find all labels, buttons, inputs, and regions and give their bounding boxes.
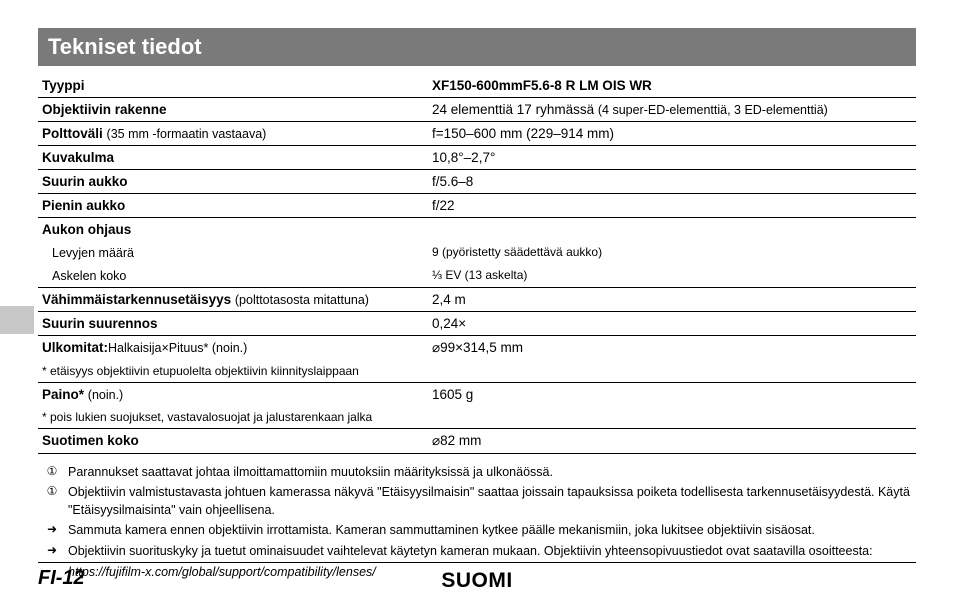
cell-value: 2,4 m — [428, 288, 916, 312]
page-footer: FI-12 SUOMI — [38, 562, 916, 590]
cell-value: 9 (pyöristetty säädettävä aukko) — [428, 241, 916, 264]
row-filter: Suotimen koko ⌀82 mm — [38, 429, 916, 454]
row-maxmag: Suurin suurennos 0,24× — [38, 312, 916, 336]
row-step: Askelen koko ⅓ EV (13 askelta) — [38, 264, 916, 288]
row-weight: Paino* (noin.) 1605 g — [38, 383, 916, 407]
cell-value: ⅓ EV (13 askelta) — [428, 264, 916, 288]
cell-value: 0,24× — [428, 312, 916, 336]
row-apcontrol: Aukon ohjaus — [38, 218, 916, 242]
cell-value: ⌀99×314,5 mm — [428, 336, 916, 361]
cell-value: f=150–600 mm (229–914 mm) — [428, 122, 916, 146]
note-item: ➜ Objektiivin suorituskyky ja tuetut omin… — [38, 541, 916, 561]
cell-label: Aukon ohjaus — [38, 218, 428, 242]
row-minap: Pienin aukko f/22 — [38, 194, 916, 218]
note-text: Parannukset saattavat johtaa ilmoittamat… — [68, 463, 916, 481]
note-item: ① Parannukset saattavat johtaa ilmoittama… — [38, 462, 916, 482]
cell-label: Askelen koko — [42, 269, 126, 283]
note-text: Objektiivin valmistustavasta johtuen kam… — [68, 483, 916, 519]
row-dims: Ulkomitat:Halkaisija×Pituus* (noin.) ⌀99… — [38, 336, 916, 361]
note-text: Objektiivin suorituskyky ja tuetut omina… — [68, 542, 916, 560]
cell-value: f/5.6–8 — [428, 170, 916, 194]
cell-value: 24 elementtiä 17 ryhmässä (4 super-ED-el… — [428, 98, 916, 122]
info-icon: ① — [44, 463, 60, 481]
section-title: Tekniset tiedot — [38, 28, 916, 66]
info-icon: ① — [44, 483, 60, 519]
cell-label: Tyyppi — [38, 74, 428, 98]
caution-icon: ➜ — [44, 521, 60, 539]
cell-label: Paino* (noin.) — [38, 383, 428, 407]
cell-label: Kuvakulma — [38, 146, 428, 170]
cell-label: Levyjen määrä — [42, 246, 134, 260]
cell-label: Objektiivin rakenne — [38, 98, 428, 122]
cell-label: Pienin aukko — [38, 194, 428, 218]
row-construction: Objektiivin rakenne 24 elementtiä 17 ryh… — [38, 98, 916, 122]
note-item: ①Objektiivin valmistustavasta johtuen ka… — [38, 482, 916, 520]
cell-label: Suurin aukko — [38, 170, 428, 194]
cell-label: Suurin suurennos — [38, 312, 428, 336]
cell-label: Polttoväli (35 mm -formaatin vastaava) — [38, 122, 428, 146]
caution-icon: ➜ — [44, 542, 60, 560]
cell-value: XF150-600mmF5.6-8 R LM OIS WR — [428, 74, 916, 98]
spec-table: Tyyppi XF150-600mmF5.6-8 R LM OIS WR Obj… — [38, 74, 916, 454]
row-maxap: Suurin aukko f/5.6–8 — [38, 170, 916, 194]
note-text: Sammuta kamera ennen objektiivin irrotta… — [68, 521, 916, 539]
cell-value: 10,8°–2,7° — [428, 146, 916, 170]
row-focal: Polttoväli (35 mm -formaatin vastaava) f… — [38, 122, 916, 146]
cell-note: * etäisyys objektiivin etupuolelta objek… — [38, 360, 428, 383]
side-tab — [0, 306, 34, 334]
page: Tekniset tiedot Tyyppi XF150-600mmF5.6-8… — [0, 0, 954, 604]
cell-note: * pois lukien suojukset, vastavalosuojat… — [38, 406, 428, 429]
cell-value — [428, 218, 916, 242]
row-blades: Levyjen määrä 9 (pyöristetty säädettävä … — [38, 241, 916, 264]
row-weight-note: * pois lukien suojukset, vastavalosuojat… — [38, 406, 916, 429]
cell-value: f/22 — [428, 194, 916, 218]
cell-label: Vähimmäistarkennusetäisyys (polttotasost… — [38, 288, 428, 312]
cell-label: Ulkomitat:Halkaisija×Pituus* (noin.) — [38, 336, 428, 361]
row-angle: Kuvakulma 10,8°–2,7° — [38, 146, 916, 170]
cell-value: ⌀82 mm — [428, 429, 916, 454]
row-minfocus: Vähimmäistarkennusetäisyys (polttotasost… — [38, 288, 916, 312]
language-label: SUOMI — [38, 569, 916, 593]
cell-label: Suotimen koko — [38, 429, 428, 454]
row-type: Tyyppi XF150-600mmF5.6-8 R LM OIS WR — [38, 74, 916, 98]
row-dims-note: * etäisyys objektiivin etupuolelta objek… — [38, 360, 916, 383]
cell-value: 1605 g — [428, 383, 916, 407]
note-item: ➜ Sammuta kamera ennen objektiivin irrott… — [38, 520, 916, 540]
